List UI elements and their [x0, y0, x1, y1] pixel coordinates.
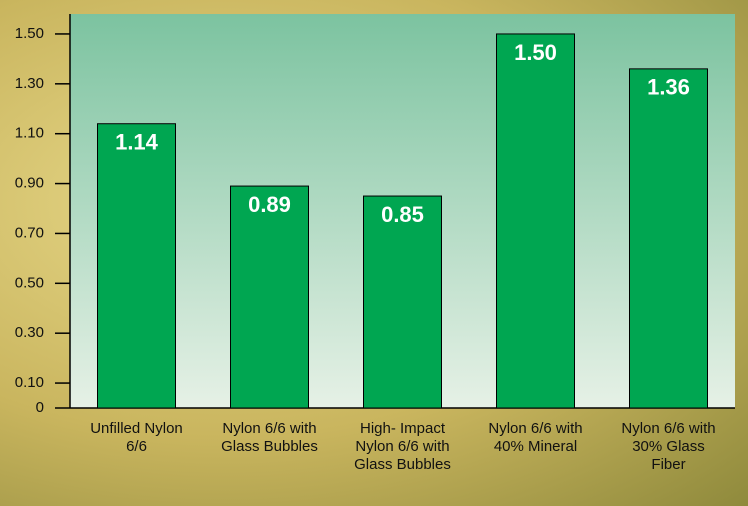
y-tick-label: 0.50	[15, 274, 44, 291]
value-label: 0.89	[248, 192, 291, 217]
x-tick-label: High- Impact Nylon 6/6 with Glass Bubble…	[354, 420, 451, 473]
bar	[629, 68, 708, 409]
x-tick-label: Nylon 6/6 with 40% Mineral	[488, 420, 583, 455]
y-tick-label: 1.30	[15, 75, 44, 92]
value-label: 1.14	[115, 130, 159, 155]
x-tick-label: Unfilled Nylon 6/6	[90, 420, 183, 455]
bar	[363, 195, 442, 409]
x-tick-label: Nylon 6/6 with Glass Bubbles	[221, 420, 318, 455]
value-label: 1.50	[514, 40, 557, 65]
value-label: 1.36	[647, 75, 690, 100]
y-tick-label: 0.10	[15, 374, 44, 391]
y-tick-label: 1.10	[15, 125, 44, 142]
bar	[496, 33, 575, 409]
x-tick-label: Nylon 6/6 with 30% Glass Fiber	[621, 420, 716, 473]
y-tick-label: 1.50	[15, 25, 44, 42]
y-tick-label: 0.90	[15, 175, 44, 192]
y-tick-label: 0.70	[15, 224, 44, 241]
value-label: 0.85	[381, 202, 424, 227]
y-tick-label: 0.30	[15, 324, 44, 341]
bar	[97, 123, 176, 409]
y-tick-label: 0	[36, 399, 44, 416]
bar	[230, 185, 309, 409]
